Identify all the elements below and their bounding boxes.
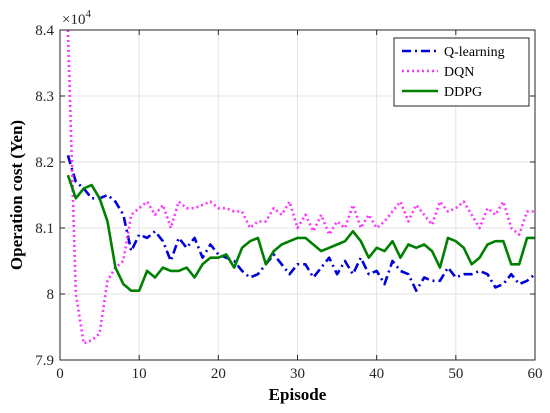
x-tick-label: 20 [211,366,226,382]
legend-box [393,37,530,107]
y-tick-label: 8.3 [35,89,54,105]
legend: Q-learning DQN DDPG [393,37,530,107]
legend-label: Q-learning [444,45,505,60]
y-tick-label: 8.1 [35,221,54,237]
legend-label: DDPG [444,85,482,100]
series-line-ddpg [66,174,535,293]
y-tick-label: 7.9 [35,353,54,369]
y-tick-label: 8 [47,287,55,303]
y-axis-label: Operation cost (Yen) [7,120,26,270]
y-multiplier-label: ×104 [62,8,91,28]
x-axis-label: Episode [269,385,327,404]
x-tick-label: 40 [369,366,384,382]
x-tick-label: 50 [448,366,463,382]
legend-label: DQN [444,65,474,80]
tick-labels: 0 10 20 30 40 50 60 7.9 8 8.1 8.2 8.3 8.4 [35,23,542,382]
y-multiplier-exponent: 4 [85,8,91,20]
x-tick-label: 60 [528,366,543,382]
series-line-q-learning [66,155,535,293]
y-tick-label: 8.2 [35,155,54,171]
y-tick-label: 8.4 [35,23,54,39]
series-line-dqn [66,30,535,345]
y-multiplier-base: 10 [70,12,85,28]
y-multiplier-prefix: × [62,12,70,28]
series-layer [66,30,535,345]
x-tick-label: 10 [132,366,147,382]
axis-ticks [59,29,536,361]
x-tick-label: 30 [290,366,305,382]
x-tick-label: 0 [56,366,64,382]
